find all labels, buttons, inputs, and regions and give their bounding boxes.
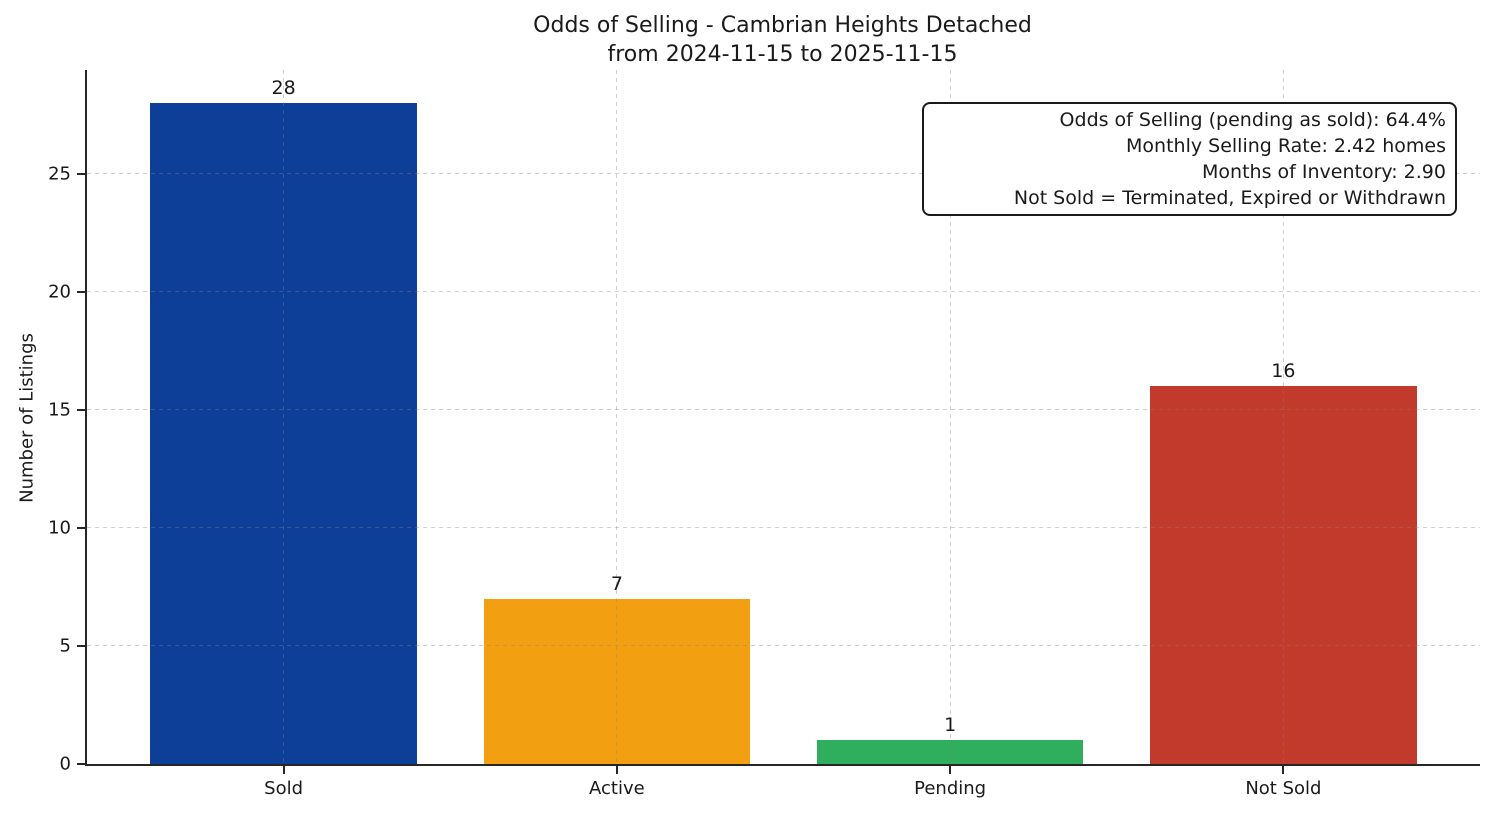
y-tick-label: 25 [48,163,71,185]
vertical-gridline [283,70,285,764]
annotation-box: Odds of Selling (pending as sold): 64.4%… [922,102,1457,216]
y-tick-label: 20 [48,281,71,303]
x-tick-label: Pending [914,778,987,799]
chart-title-block: Odds of Selling - Cambrian Heights Detac… [85,11,1480,69]
chart-subtitle: from 2024-11-15 to 2025-11-15 [607,42,958,67]
vertical-gridline [1282,70,1284,764]
y-tick-label: 5 [59,635,71,657]
y-tick-label: 15 [48,399,71,421]
x-tick-mark [949,766,952,774]
x-tick-label: Not Sold [1245,778,1322,799]
vertical-gridline [616,70,618,764]
bar-pending [816,740,1084,764]
horizontal-gridline [87,645,1480,647]
y-tick-mark [77,408,85,411]
y-tick-mark [77,290,85,293]
bar-sold [150,103,417,764]
horizontal-gridline [87,173,1480,175]
y-tick-mark [77,644,85,647]
bar-value-label: 7 [610,572,623,595]
y-tick-mark [77,172,85,175]
bar-value-label: 1 [944,714,957,737]
plot-area: 28 Sold 7 Active 1 Pending 16 Not Sold 0 5 10 15 20 2… [48,70,1480,799]
bar-value-label: 16 [1271,360,1296,383]
annotation-line-not-sold-note: Not Sold = Terminated, Expired or Withdr… [1013,187,1446,209]
x-tick-label: Active [589,778,645,799]
bar-not-sold [1150,386,1417,764]
y-axis-label: Number of Listings [16,333,38,503]
horizontal-gridline [87,527,1480,529]
horizontal-gridline [87,409,1480,411]
x-tick-label: Sold [264,778,304,799]
vertical-gridline [949,70,951,764]
bar-active [483,598,751,764]
y-tick-label: 0 [59,753,71,775]
y-tick-mark [77,526,85,529]
x-tick-mark [282,766,285,774]
bar-value-label: 28 [271,77,296,100]
y-tick-label: 10 [48,517,71,539]
annotation-line-selling-rate: Monthly Selling Rate: 2.42 homes [1126,135,1446,157]
annotation-line-inventory: Months of Inventory: 2.90 [1202,161,1446,183]
annotation-line-odds: Odds of Selling (pending as sold): 64.4% [1059,109,1446,131]
horizontal-gridline [87,291,1480,293]
x-tick-mark [615,766,618,774]
chart-title: Odds of Selling - Cambrian Heights Detac… [533,13,1032,38]
y-tick-mark [77,763,85,765]
x-tick-mark [1282,766,1285,774]
